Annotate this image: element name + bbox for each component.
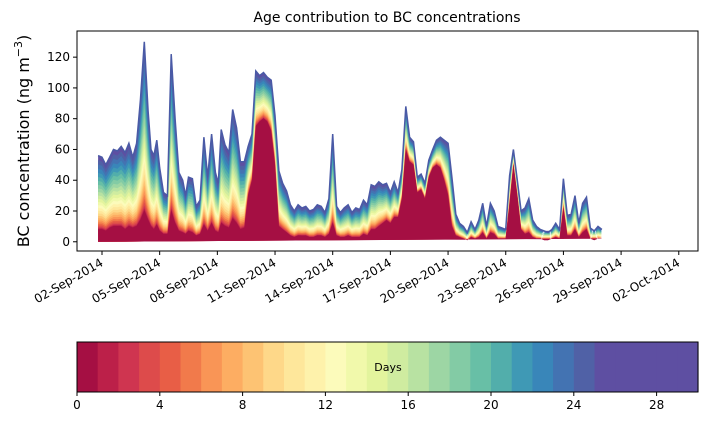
y-tick-label: 60 xyxy=(55,142,70,156)
colorbar-swatch xyxy=(97,342,119,392)
colorbar-swatch xyxy=(449,342,471,392)
colorbar-swatch xyxy=(77,342,99,392)
x-axis: 02-Sep-201405-Sep-201408-Sep-201411-Sep-… xyxy=(32,251,682,306)
colorbar-swatch xyxy=(594,342,616,392)
colorbar-swatch xyxy=(511,342,533,392)
colorbar-tick-label: 8 xyxy=(239,398,247,412)
colorbar-tick-label: 24 xyxy=(566,398,581,412)
colorbar-swatch xyxy=(139,342,161,392)
total-line xyxy=(97,41,603,235)
y-axis-label-superscript: −3 xyxy=(12,41,25,57)
colorbar-swatch xyxy=(408,342,430,392)
y-tick-label: 100 xyxy=(47,81,70,95)
y-tick-label: 80 xyxy=(55,112,70,126)
colorbar-swatch xyxy=(366,342,389,392)
stacked-area-layer xyxy=(97,41,603,242)
y-axis-label-suffix: ) xyxy=(14,35,33,41)
colorbar-swatch xyxy=(118,342,140,392)
colorbar-swatch xyxy=(428,342,451,392)
colorbar-swatch xyxy=(180,342,202,392)
age-band-area-0 xyxy=(98,118,602,242)
colorbar-swatch xyxy=(615,342,637,392)
colorbar-swatch xyxy=(201,342,223,392)
colorbar-tick-label: 12 xyxy=(318,398,333,412)
y-tick-label: 40 xyxy=(55,173,70,187)
colorbar-swatch xyxy=(553,342,575,392)
y-axis: 0 20 40 60 80 100 120 xyxy=(47,50,77,249)
colorbar-swatch xyxy=(242,342,264,392)
colorbar-swatch xyxy=(387,342,409,392)
y-tick-label: 120 xyxy=(47,50,70,64)
y-tick-label: 20 xyxy=(55,204,70,218)
colorbar-swatch xyxy=(635,342,658,392)
colorbar-tick-label: 4 xyxy=(156,398,164,412)
colorbar-tick-label: 0 xyxy=(73,398,81,412)
colorbar-swatch xyxy=(532,342,554,392)
colorbar-swatch xyxy=(491,342,513,392)
colorbar-swatch xyxy=(325,342,347,392)
colorbar-swatch xyxy=(221,342,244,392)
colorbar-label: Days xyxy=(374,361,402,374)
colorbar-swatch xyxy=(159,342,182,392)
colorbar-tick-label: 28 xyxy=(649,398,664,412)
colorbar-frame xyxy=(76,341,699,393)
colorbar-tick-label: 16 xyxy=(401,398,416,412)
colorbar-swatch xyxy=(263,342,285,392)
colorbar: 0 4 8 12 16 20 24 28 xyxy=(73,341,699,412)
colorbar-tick-label: 20 xyxy=(483,398,498,412)
colorbar-swatch xyxy=(573,342,596,392)
colorbar-swatch xyxy=(284,342,306,392)
y-axis-label-main: BC concentration (ng m xyxy=(14,57,33,247)
colorbar-swatch xyxy=(470,342,492,392)
y-axis-label: BC concentration (ng m−3) xyxy=(12,35,33,248)
age-band-area-9 xyxy=(98,108,602,242)
colorbar-swatch xyxy=(656,342,678,392)
colorbar-swatch xyxy=(677,342,699,392)
plot-frame xyxy=(76,30,699,252)
y-tick-label: 0 xyxy=(62,235,70,249)
colorbar-swatch xyxy=(304,342,326,392)
colorbar-swatch xyxy=(346,342,368,392)
chart-title: Age contribution to BC concentrations xyxy=(253,10,520,26)
